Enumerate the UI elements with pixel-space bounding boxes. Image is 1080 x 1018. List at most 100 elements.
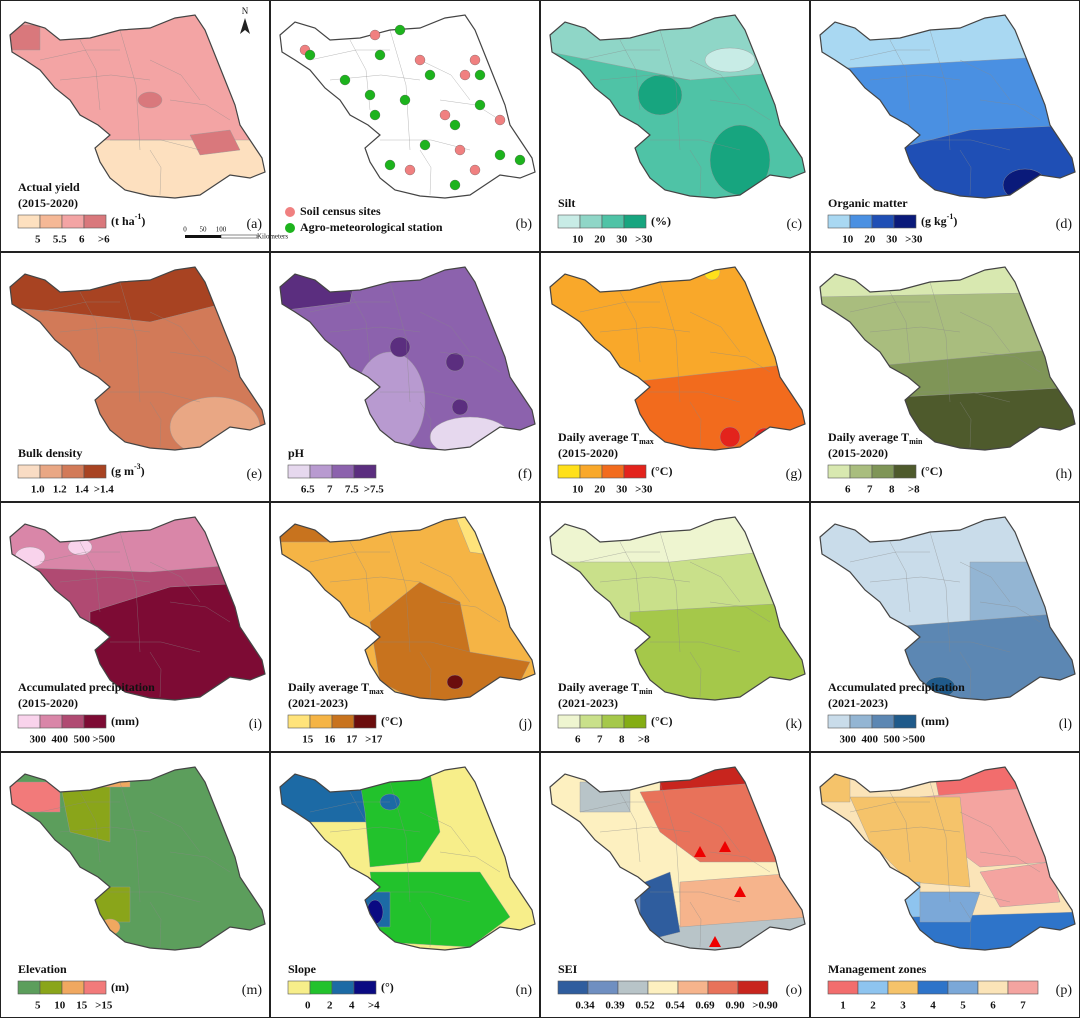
legend-dot — [285, 223, 295, 233]
legend-title: Actual yield — [18, 180, 80, 194]
site-triangle — [709, 936, 721, 947]
legend-tick: 2 — [870, 1000, 876, 1012]
map-outline — [279, 516, 536, 701]
legend-tick: 1.0 — [31, 484, 45, 496]
panel: (o) SEI 0.34 0.39 0.52 0.54 0.69 0.90 >0.90 — [540, 752, 810, 1018]
legend-swatch — [309, 714, 333, 729]
county-line — [439, 351, 501, 373]
panel: (l) Accumulated precipitation (2021-2023) 3… — [810, 502, 1080, 752]
legend-tick: 10 — [842, 234, 854, 246]
county-line — [849, 301, 930, 313]
county-line — [650, 891, 741, 903]
station-dot — [419, 139, 431, 151]
map — [550, 15, 805, 198]
county-line — [920, 391, 1011, 403]
legend-tick: 6 — [845, 484, 851, 496]
county-line — [389, 281, 411, 403]
legend-period: (2021-2023) — [288, 696, 348, 710]
county-line — [689, 149, 702, 196]
legend-tick: 0.54 — [665, 1000, 685, 1012]
county-line — [619, 791, 641, 863]
county-line — [169, 351, 231, 373]
county-line — [439, 601, 501, 623]
county-line — [659, 781, 681, 903]
unit-text: (m) — [111, 980, 129, 994]
legend-text: Soil census sites — [300, 204, 381, 218]
legend-swatch — [917, 980, 949, 995]
map — [280, 267, 535, 450]
county-line — [689, 311, 741, 353]
legend-tick: >500 — [92, 734, 115, 746]
legend-swatch — [857, 980, 889, 995]
legend-swatch — [893, 214, 917, 229]
station-dot — [339, 74, 351, 86]
county-line — [650, 139, 741, 151]
county-line — [110, 641, 201, 653]
legend-title: Elevation — [18, 962, 67, 976]
county-line — [309, 801, 390, 813]
unit-text: (%) — [651, 214, 671, 228]
county-line — [309, 551, 390, 563]
legend-tick: 5 — [960, 1000, 966, 1012]
legend-tick: 6 — [79, 234, 85, 246]
legend-tick: >7.5 — [364, 484, 385, 496]
unit-text: (°C) — [921, 464, 942, 478]
title-subscript: max — [639, 437, 654, 446]
legend-title: Daily average Tmin — [828, 430, 923, 446]
legend-unit: (%) — [651, 214, 671, 228]
map-zone — [446, 674, 464, 690]
legend-tick: 8 — [619, 734, 625, 746]
county-line — [110, 139, 201, 151]
legend-tick: 8 — [889, 484, 895, 496]
county-line — [149, 901, 162, 948]
legend-swatch — [39, 464, 63, 479]
county-line — [389, 29, 411, 151]
legend-tick: 6.5 — [301, 484, 315, 496]
scale-tick: 100 — [216, 226, 227, 234]
legend-swatch — [579, 714, 603, 729]
map-outline — [9, 516, 266, 701]
county-line — [79, 541, 101, 613]
title-text: Accumulated precipitation — [18, 680, 155, 694]
legend-period: (2021-2023) — [558, 696, 618, 710]
legend-swatch — [849, 714, 873, 729]
map — [820, 267, 1075, 450]
site-dot — [494, 114, 506, 126]
unit-superscript: -3 — [134, 462, 141, 471]
legend-swatch — [39, 980, 63, 995]
station-dot — [494, 149, 506, 161]
county-line — [149, 149, 162, 196]
legend-tick: 20 — [594, 484, 606, 496]
panel-label: (e) — [246, 467, 262, 482]
legend-tick: 10 — [54, 1000, 66, 1012]
unit-superscript: -1 — [135, 212, 142, 221]
county-line — [979, 851, 1041, 873]
north-arrow — [240, 18, 250, 34]
county-line — [849, 801, 930, 813]
legend-tick: 30 — [616, 234, 628, 246]
panel-label: (f) — [518, 467, 532, 482]
legend-swatch — [827, 980, 859, 995]
legend-swatch — [893, 464, 917, 479]
station-dot — [449, 119, 461, 131]
title-text: Actual yield — [18, 180, 80, 194]
legend-tick: 30 — [886, 234, 898, 246]
county-line — [169, 851, 231, 873]
county-line — [619, 541, 641, 613]
unit-text: (°C) — [651, 714, 672, 728]
title-text: Organic matter — [828, 196, 908, 210]
county-line — [349, 291, 371, 363]
title-text: pH — [288, 446, 305, 460]
county-line — [149, 811, 201, 853]
county-line — [599, 576, 691, 583]
title-text: Daily average T — [828, 430, 909, 444]
station-dot — [374, 49, 386, 61]
county-line — [169, 601, 231, 623]
legend-unit: (g kg-1) — [921, 212, 957, 228]
county-line — [119, 531, 141, 653]
legend-title: Silt — [558, 196, 575, 210]
county-line — [419, 651, 432, 698]
map-outline — [279, 14, 536, 199]
legend-tick: >8 — [638, 734, 650, 746]
county-line — [689, 811, 741, 853]
